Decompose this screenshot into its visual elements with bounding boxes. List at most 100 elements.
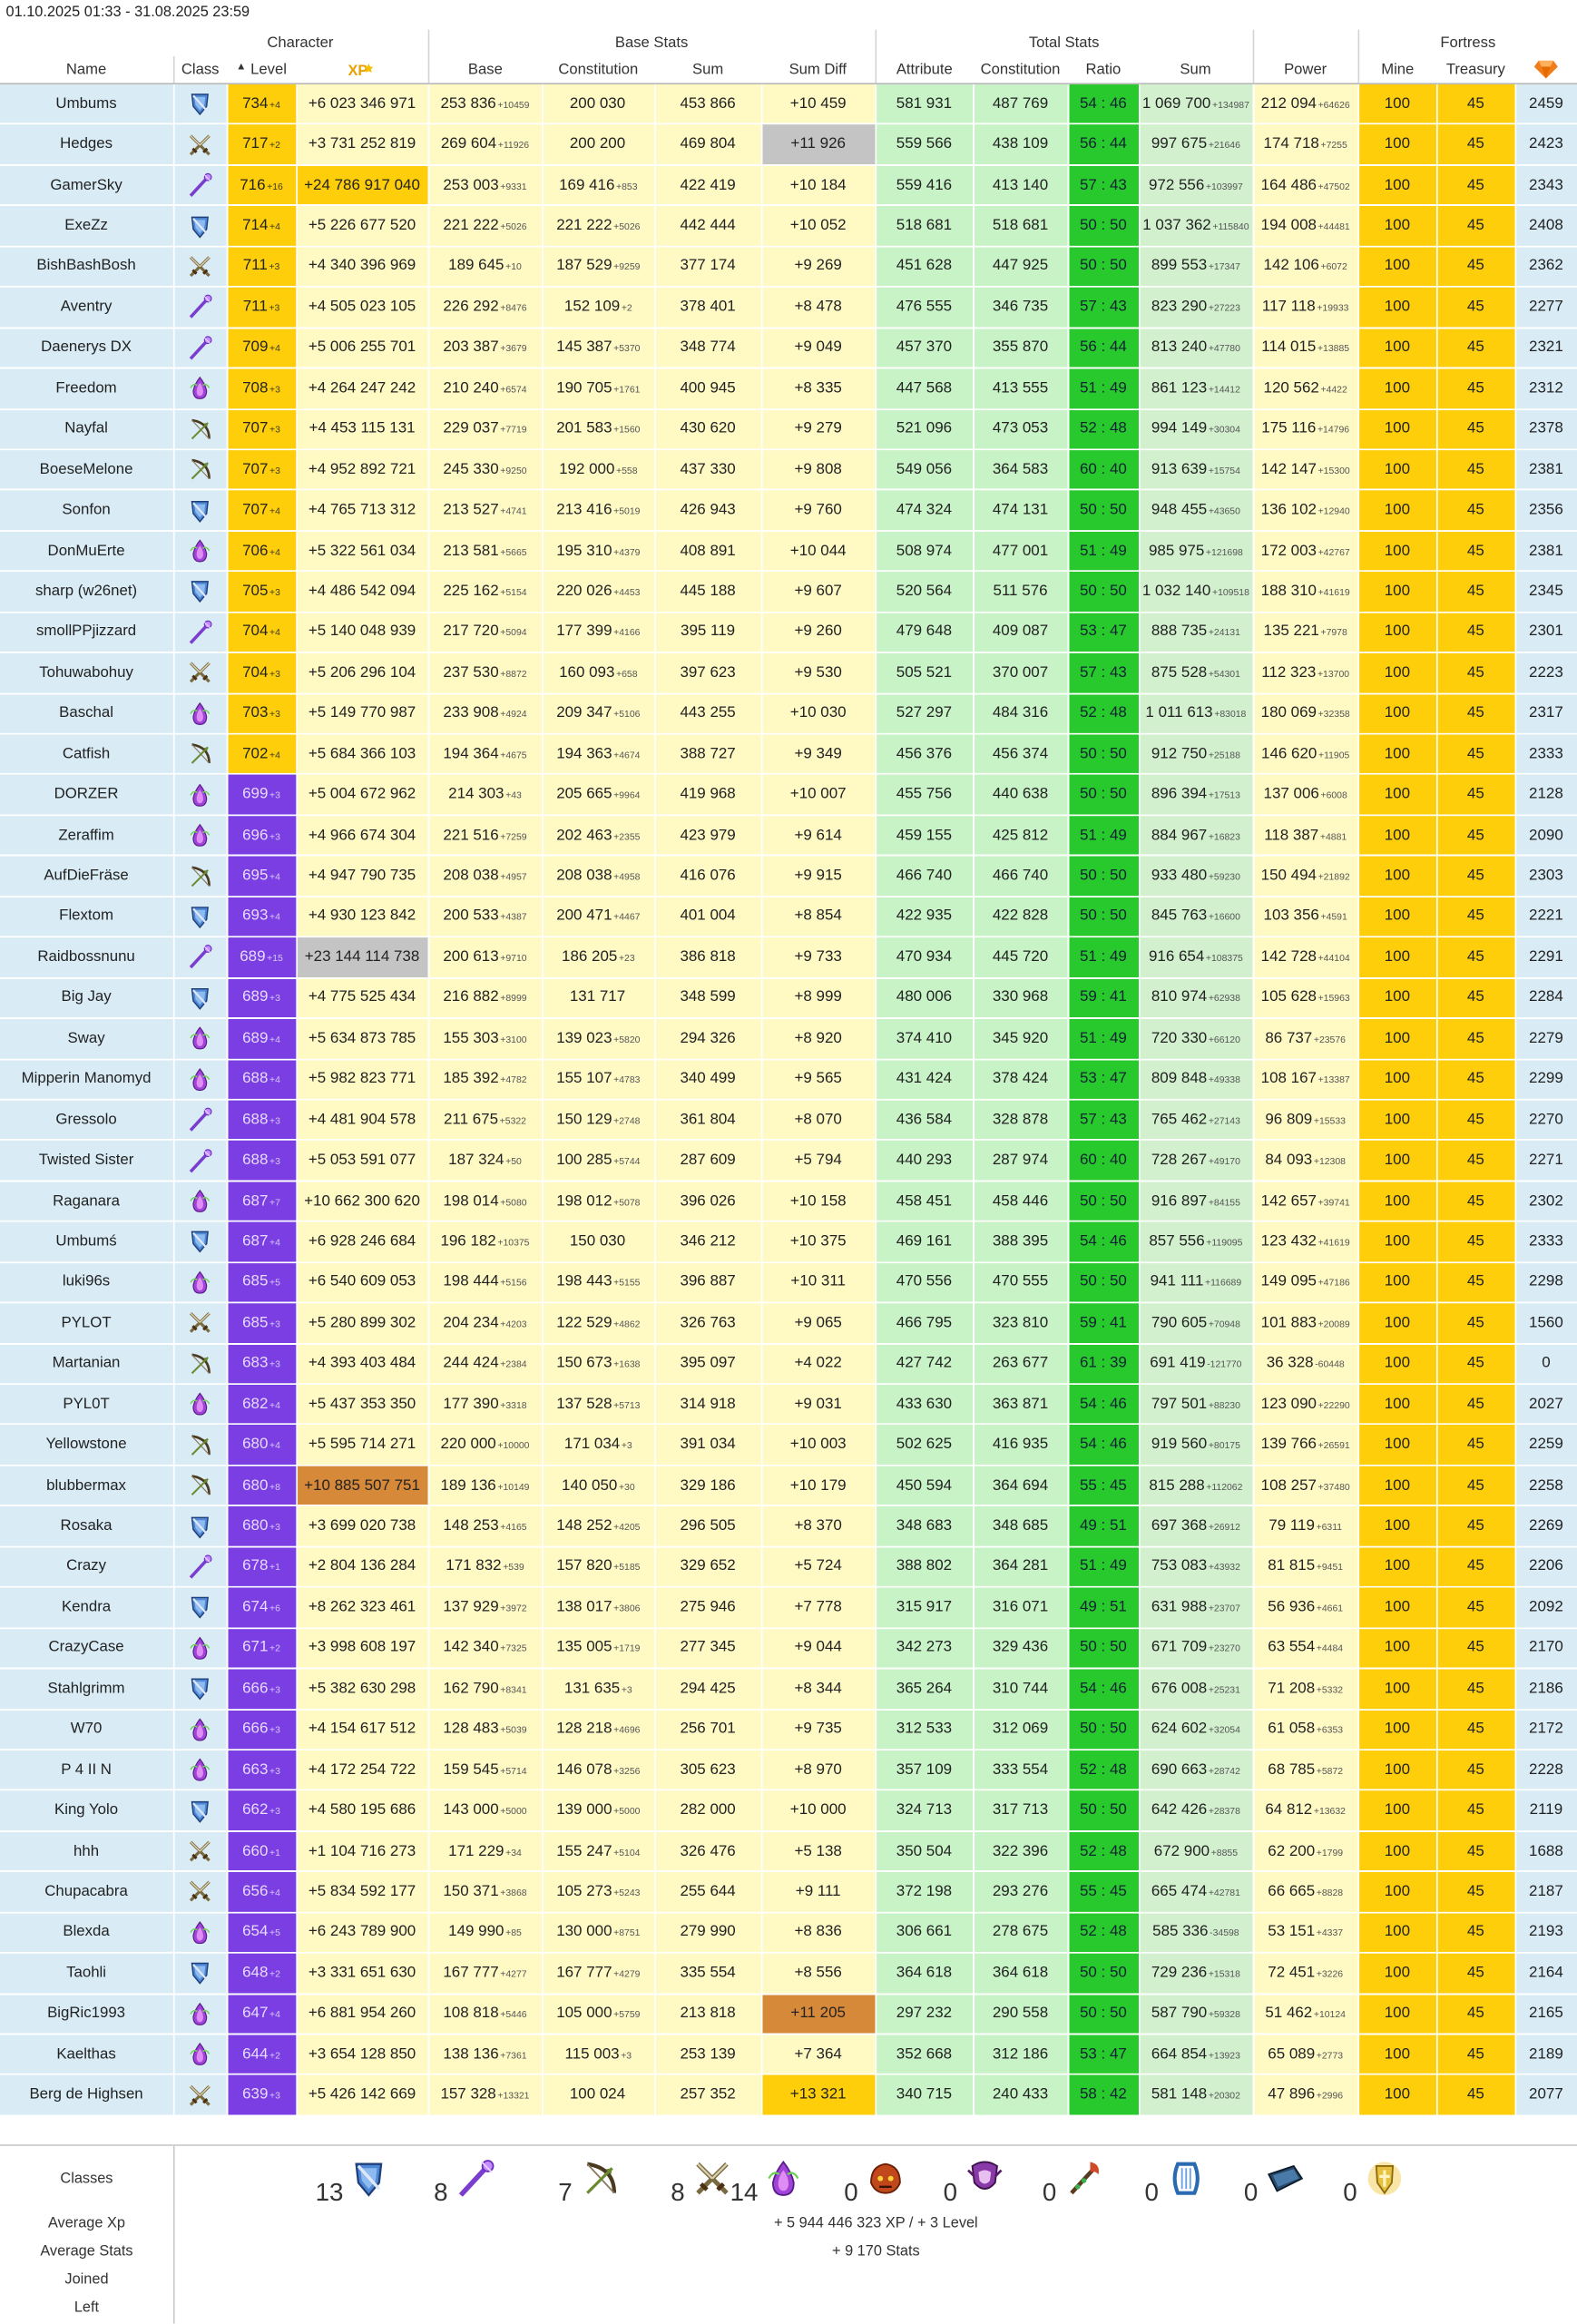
table-row[interactable]: hhh 660 +1 +1 104 716 273 171 229 +34 155 247 +… <box>0 1830 1577 1873</box>
player-name[interactable]: PYLOT <box>0 1302 174 1345</box>
player-name[interactable]: Umbums <box>0 83 174 125</box>
table-row[interactable]: Crazy 678 +1 +2 804 136 284 171 832 +539 157 8… <box>0 1546 1577 1588</box>
player-name[interactable]: Umbumś <box>0 1221 174 1263</box>
player-name[interactable]: GamerSky <box>0 164 174 207</box>
player-name[interactable]: Raganara <box>0 1181 174 1222</box>
table-row[interactable]: Aventry 711 +3 +4 505 023 105 226 292 +8476 15… <box>0 287 1577 328</box>
table-row[interactable]: Zeraffim 696 +3 +4 966 674 304 221 516 +7259 2… <box>0 815 1577 857</box>
col-xp[interactable]: XP <box>296 56 428 85</box>
player-name[interactable]: Flextom <box>0 896 174 938</box>
player-name[interactable]: P 4 II N <box>0 1750 174 1791</box>
table-row[interactable]: Rosaka 680 +3 +3 699 020 738 148 253 +4165 148… <box>0 1505 1577 1548</box>
player-name[interactable]: Sonfon <box>0 489 174 532</box>
table-row[interactable]: CrazyCase 671 +2 +3 998 608 197 142 340 +7325… <box>0 1627 1577 1670</box>
player-name[interactable]: Aventry <box>0 287 174 328</box>
player-name[interactable]: W70 <box>0 1709 174 1750</box>
player-name[interactable]: Big Jay <box>0 977 174 1019</box>
player-name[interactable]: BishBashBosh <box>0 246 174 288</box>
table-row[interactable]: Taohli 648 +2 +3 331 651 630 167 777 +4277 167… <box>0 1952 1577 1995</box>
col-sum[interactable]: Sum <box>654 56 761 85</box>
col-name[interactable]: Name <box>0 56 173 85</box>
player-name[interactable]: Kaelthas <box>0 2034 174 2076</box>
player-name[interactable]: Blexda <box>0 1912 174 1954</box>
player-name[interactable]: Rosaka <box>0 1505 174 1548</box>
table-row[interactable]: AufDieFräse 695 +4 +4 947 790 735 208 038 +49… <box>0 855 1577 897</box>
table-row[interactable]: Big Jay 689 +3 +4 775 525 434 216 882 +8999 13… <box>0 977 1577 1019</box>
table-row[interactable]: Catfish 702 +4 +5 684 366 103 194 364 +4675 19… <box>0 733 1577 776</box>
col-base[interactable]: Base <box>426 56 543 85</box>
player-name[interactable]: Berg de Highsen <box>0 2074 174 2116</box>
col-attribute[interactable]: Attribute <box>874 56 974 85</box>
table-row[interactable]: Mipperin Manomyd 688 +4 +5 982 823 771 185 3… <box>0 1058 1577 1101</box>
player-name[interactable]: CrazyCase <box>0 1627 174 1670</box>
table-row[interactable]: DonMuErte 706 +4 +5 322 561 034 213 581 +5665… <box>0 530 1577 573</box>
player-name[interactable]: Daenerys DX <box>0 327 174 369</box>
player-name[interactable]: Twisted Sister <box>0 1140 174 1182</box>
player-name[interactable]: BoeseMelone <box>0 449 174 491</box>
table-row[interactable]: Sway 689 +4 +5 634 873 785 155 303 +3100 139 0… <box>0 1018 1577 1060</box>
player-name[interactable]: Baschal <box>0 692 174 735</box>
player-name[interactable]: smollPPjizzard <box>0 612 174 653</box>
table-row[interactable]: Chupacabra 656 +4 +5 834 592 177 150 371 +386… <box>0 1871 1577 1914</box>
table-row[interactable]: smollPPjizzard 704 +4 +5 140 048 939 217 720… <box>0 612 1577 653</box>
player-name[interactable]: Yellowstone <box>0 1424 174 1466</box>
player-name[interactable]: Tohuwabohuy <box>0 652 174 694</box>
table-row[interactable]: King Yolo 662 +3 +4 580 195 686 143 000 +5000… <box>0 1790 1577 1832</box>
table-row[interactable]: Sonfon 707 +4 +4 765 713 312 213 527 +4741 213… <box>0 489 1577 532</box>
table-row[interactable]: Raganara 687 +7 +10 662 300 620 198 014 +5080… <box>0 1181 1577 1222</box>
col-constitution[interactable]: Constitution <box>542 56 655 85</box>
table-row[interactable]: Kaelthas 644 +2 +3 654 128 850 138 136 +7361 1… <box>0 2034 1577 2076</box>
col-ratio[interactable]: Ratio <box>1067 56 1140 85</box>
player-name[interactable]: Zeraffim <box>0 815 174 857</box>
col-power[interactable]: Power <box>1251 56 1358 85</box>
table-row[interactable]: Berg de Highsen 639 +3 +5 426 142 669 157 32… <box>0 2074 1577 2116</box>
col-level[interactable]: ▲ Level <box>226 56 297 85</box>
col-total-constitution[interactable]: Constitution <box>973 56 1068 85</box>
table-row[interactable]: P 4 II N 663 +3 +4 172 254 722 159 545 +5714 1… <box>0 1750 1577 1791</box>
table-row[interactable]: W70 666 +3 +4 154 617 512 128 483 +5039 128 21… <box>0 1709 1577 1750</box>
col-sum-diff[interactable]: Sum Diff <box>760 56 876 85</box>
player-name[interactable]: ExeZz <box>0 205 174 248</box>
player-name[interactable]: Chupacabra <box>0 1871 174 1914</box>
table-row[interactable]: Kendra 674 +6 +8 262 323 461 137 929 +3972 138… <box>0 1586 1577 1629</box>
player-name[interactable]: Martanian <box>0 1343 174 1385</box>
table-row[interactable]: Stahlgrimm 666 +3 +5 382 630 298 162 790 +834… <box>0 1668 1577 1711</box>
col-gem[interactable] <box>1514 56 1577 85</box>
table-row[interactable]: sharp (w26net) 705 +3 +4 486 542 094 225 162… <box>0 571 1577 613</box>
table-row[interactable]: Baschal 703 +3 +5 149 770 987 233 908 +4924 20… <box>0 692 1577 735</box>
player-name[interactable]: AufDieFräse <box>0 855 174 897</box>
player-name[interactable]: Kendra <box>0 1586 174 1629</box>
player-name[interactable]: Catfish <box>0 733 174 776</box>
table-row[interactable]: Tohuwabohuy 704 +3 +5 206 296 104 237 530 +88… <box>0 652 1577 694</box>
table-row[interactable]: Martanian 683 +3 +4 393 403 484 244 424 +2384… <box>0 1343 1577 1385</box>
table-row[interactable]: PYL0T 682 +4 +5 437 353 350 177 390 +3318 137 … <box>0 1384 1577 1426</box>
table-row[interactable]: luki96s 685 +5 +6 540 609 053 198 444 +5156 19… <box>0 1261 1577 1304</box>
table-row[interactable]: Flextom 693 +4 +4 930 123 842 200 533 +4387 20… <box>0 896 1577 938</box>
table-row[interactable]: Nayfal 707 +3 +4 453 115 131 229 037 +7719 201… <box>0 408 1577 451</box>
player-name[interactable]: Mipperin Manomyd <box>0 1058 174 1101</box>
player-name[interactable]: Nayfal <box>0 408 174 451</box>
player-name[interactable]: PYL0T <box>0 1384 174 1426</box>
table-row[interactable]: Umbumś 687 +4 +6 928 246 684 196 182 +10375 15… <box>0 1221 1577 1263</box>
col-class[interactable]: Class <box>172 56 227 85</box>
player-name[interactable]: Freedom <box>0 368 174 410</box>
table-row[interactable]: ExeZz 714 +4 +5 226 677 520 221 222 +5026 221 … <box>0 205 1577 248</box>
table-row[interactable]: Freedom 708 +3 +4 264 247 242 210 240 +6574 19… <box>0 368 1577 410</box>
table-row[interactable]: BishBashBosh 711 +3 +4 340 396 969 189 645 +1… <box>0 246 1577 288</box>
table-row[interactable]: Blexda 654 +5 +6 243 789 900 149 990 +85 130 0… <box>0 1912 1577 1954</box>
table-row[interactable]: Yellowstone 680 +4 +5 595 714 271 220 000 +10… <box>0 1424 1577 1466</box>
player-name[interactable]: Hedges <box>0 123 174 166</box>
table-row[interactable]: PYLOT 685 +3 +5 280 899 302 204 234 +4203 122 … <box>0 1302 1577 1345</box>
player-name[interactable]: Sway <box>0 1018 174 1060</box>
player-name[interactable]: BigRic1993 <box>0 1993 174 2035</box>
table-row[interactable]: Gressolo 688 +3 +4 481 904 578 211 675 +5322 1… <box>0 1099 1577 1142</box>
table-row[interactable]: BigRic1993 647 +4 +6 881 954 260 108 818 +544… <box>0 1993 1577 2035</box>
player-name[interactable]: DonMuErte <box>0 530 174 573</box>
player-name[interactable]: Crazy <box>0 1546 174 1588</box>
col-total-sum[interactable]: Sum <box>1139 56 1253 85</box>
col-treasury[interactable]: Treasury <box>1436 56 1515 85</box>
player-name[interactable]: luki96s <box>0 1261 174 1304</box>
player-name[interactable]: hhh <box>0 1830 174 1873</box>
player-name[interactable]: King Yolo <box>0 1790 174 1832</box>
player-name[interactable]: Stahlgrimm <box>0 1668 174 1711</box>
